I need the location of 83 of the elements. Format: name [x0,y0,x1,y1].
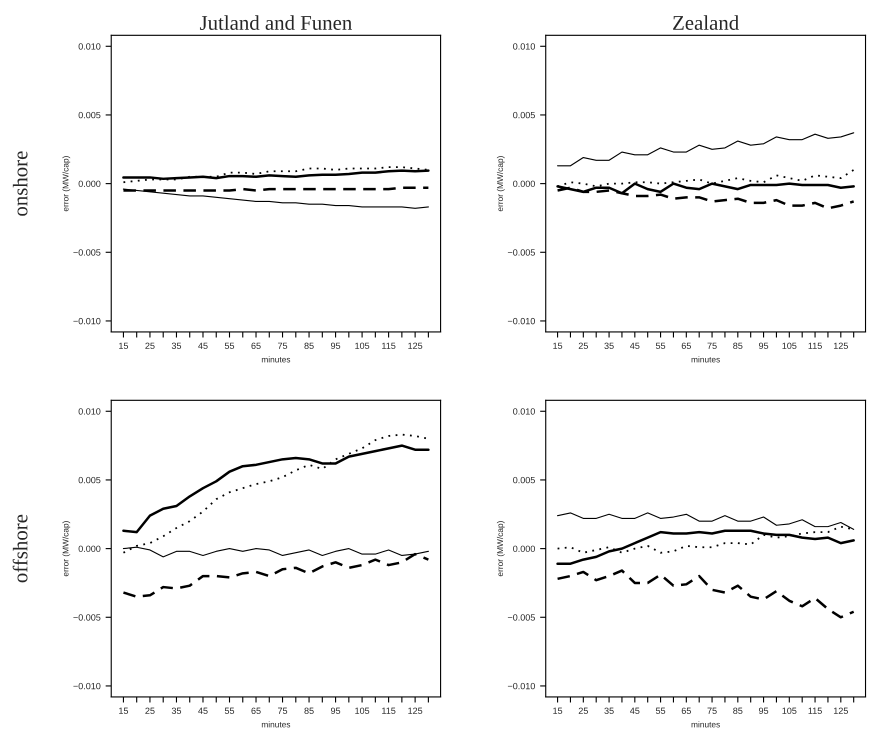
x-tick-label: 115 [808,342,822,349]
y-tick-label: −0.010 [73,318,100,324]
y-tick-label: −0.010 [508,682,535,690]
x-tick-label: 105 [782,342,796,349]
x-tick-label: 125 [834,342,848,349]
y-tick-label: −0.005 [73,249,100,256]
x-tick-label: 85 [304,342,314,349]
y-tick-label: 0.000 [78,546,100,552]
y-tick-label: 0.000 [78,180,100,187]
y-tick-label: 0.000 [513,546,535,552]
x-tick-label: 55 [656,342,666,349]
x-tick-label: 45 [198,708,208,714]
x-tick-label: 95 [758,708,768,714]
y-tick-label: 0.005 [78,112,100,118]
x-tick-label: 65 [251,342,261,349]
x-tick-label: 105 [782,708,796,714]
x-tick-label: 25 [578,342,588,349]
x-tick-label: 35 [172,342,182,349]
x-tick-label: 55 [224,708,234,714]
y-tick-label: 0.000 [513,180,535,187]
x-tick-label: 15 [553,342,562,349]
x-tick-label: 55 [224,342,234,349]
y-tick-label: 0.010 [78,43,100,50]
x-tick-label: 35 [604,708,614,714]
x-tick-label: 15 [119,342,128,349]
x-tick-label: 95 [758,342,768,349]
y-tick-label: 0.010 [513,408,535,415]
x-tick-label: 45 [630,708,640,714]
x-tick-label: 85 [733,708,742,714]
x-tick-label: 65 [682,708,691,714]
y-tick-label: 0.010 [78,408,100,415]
y-axis-title: error (MW/cap) [62,156,70,212]
y-tick-label: 0.005 [78,476,100,484]
x-tick-label: 95 [330,708,340,714]
x-tick-label: 25 [578,708,588,714]
chart-title: Jutland and Funen [200,15,352,30]
y-tick-label: 0.005 [513,476,535,484]
y-tick-label: −0.005 [508,614,535,621]
x-tick-label: 25 [145,342,155,349]
line-series [556,530,855,565]
x-tick-label: 115 [808,708,822,714]
x-axis-title: minutes [262,721,290,728]
x-tick-label: 75 [278,342,288,349]
line-series [556,569,855,619]
x-axis-title: minutes [692,356,720,362]
x-tick-label: 115 [382,708,396,714]
x-axis-title: minutes [692,721,720,728]
x-tick-label: 75 [708,708,717,714]
y-tick-label: −0.005 [73,614,100,621]
x-tick-label: 35 [604,342,614,349]
x-tick-label: 75 [278,708,288,714]
x-tick-label: 125 [408,342,422,349]
x-tick-label: 65 [251,708,261,714]
y-axis-title: error (MW/cap) [496,521,505,576]
y-tick-label: −0.010 [73,682,100,690]
x-tick-label: 15 [553,708,562,714]
x-tick-label: 15 [119,708,128,714]
text: offshore [12,514,28,582]
y-tick-label: 0.010 [513,43,535,50]
x-tick-label: 105 [355,342,370,349]
x-tick-label: 95 [330,342,340,349]
x-tick-label: 85 [304,708,314,714]
chart-title: Zealand [673,15,739,30]
y-tick-label: −0.005 [508,249,535,256]
y-tick-label: 0.005 [513,112,535,118]
x-tick-label: 125 [834,708,848,714]
x-tick-label: 105 [355,708,370,714]
line-series [557,132,854,166]
x-tick-label: 55 [656,708,666,714]
x-axis-title: minutes [262,356,290,362]
x-tick-label: 65 [682,342,691,349]
x-tick-label: 115 [382,342,396,349]
x-tick-label: 75 [708,342,717,349]
x-tick-label: 45 [630,342,640,349]
x-tick-label: 45 [198,342,208,349]
y-axis-title: error (MW/cap) [62,521,70,576]
y-axis-title: error (MW/cap) [496,156,505,212]
x-tick-label: 35 [172,708,182,714]
x-tick-label: 85 [733,342,742,349]
x-tick-label: 125 [408,708,422,714]
y-tick-label: −0.010 [508,318,535,324]
text: onshore [12,151,28,216]
x-tick-label: 25 [145,708,155,714]
